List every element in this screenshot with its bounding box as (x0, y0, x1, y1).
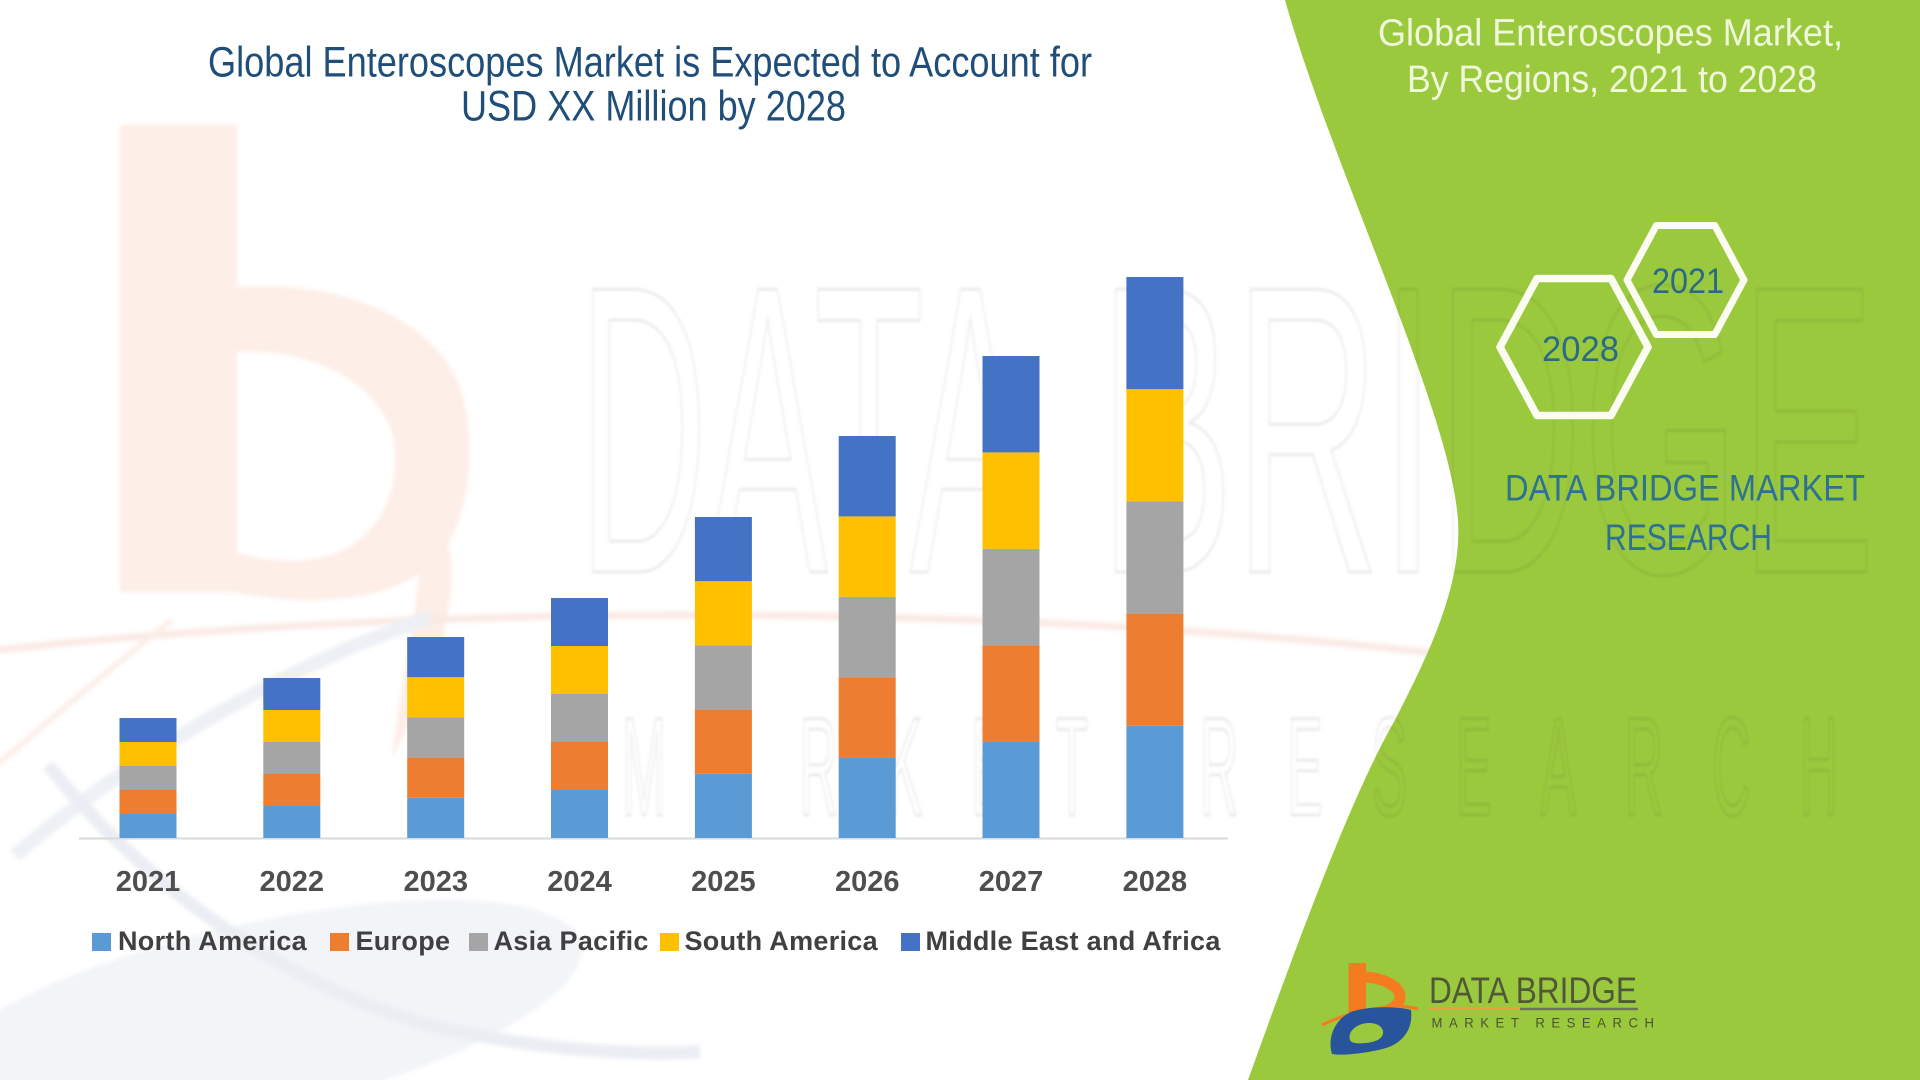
svg-text:BRIDGE: BRIDGE (1099, 201, 1875, 660)
svg-text:2028: 2028 (1123, 866, 1188, 898)
svg-text:MARKET RESEARCH: MARKET RESEARCH (1432, 1015, 1661, 1031)
svg-text:North America: North America (118, 926, 308, 956)
svg-text:2025: 2025 (691, 866, 756, 898)
svg-text:DATA: DATA (578, 201, 1031, 660)
svg-text:2022: 2022 (260, 866, 325, 898)
svg-text:Global Enteroscopes Market is: Global Enteroscopes Market is Expected t… (208, 39, 1092, 87)
svg-text:USD XX Million by 2028: USD XX Million by 2028 (461, 83, 846, 131)
svg-text:RESEARCH: RESEARCH (1605, 516, 1772, 558)
svg-text:2023: 2023 (403, 866, 468, 898)
svg-text:Middle East and Africa: Middle East and Africa (926, 926, 1222, 956)
svg-text:2026: 2026 (835, 866, 900, 898)
svg-text:2021: 2021 (1652, 262, 1724, 301)
svg-text:South America: South America (685, 926, 879, 956)
svg-text:By Regions, 2021 to 2028: By Regions, 2021 to 2028 (1407, 59, 1817, 101)
svg-text:Global Enteroscopes Market,: Global Enteroscopes Market, (1378, 13, 1843, 55)
svg-text:2027: 2027 (979, 866, 1044, 898)
svg-text:MARKET RESEARCH: MARKET RESEARCH (622, 688, 1887, 845)
svg-text:2024: 2024 (547, 866, 612, 898)
svg-text:DATA BRIDGE: DATA BRIDGE (1429, 970, 1637, 1011)
svg-text:DATA BRIDGE MARKET: DATA BRIDGE MARKET (1505, 467, 1865, 509)
svg-text:2028: 2028 (1542, 330, 1619, 369)
svg-text:2021: 2021 (116, 866, 181, 898)
svg-text:Europe: Europe (356, 926, 451, 956)
svg-text:Asia Pacific: Asia Pacific (494, 926, 649, 956)
